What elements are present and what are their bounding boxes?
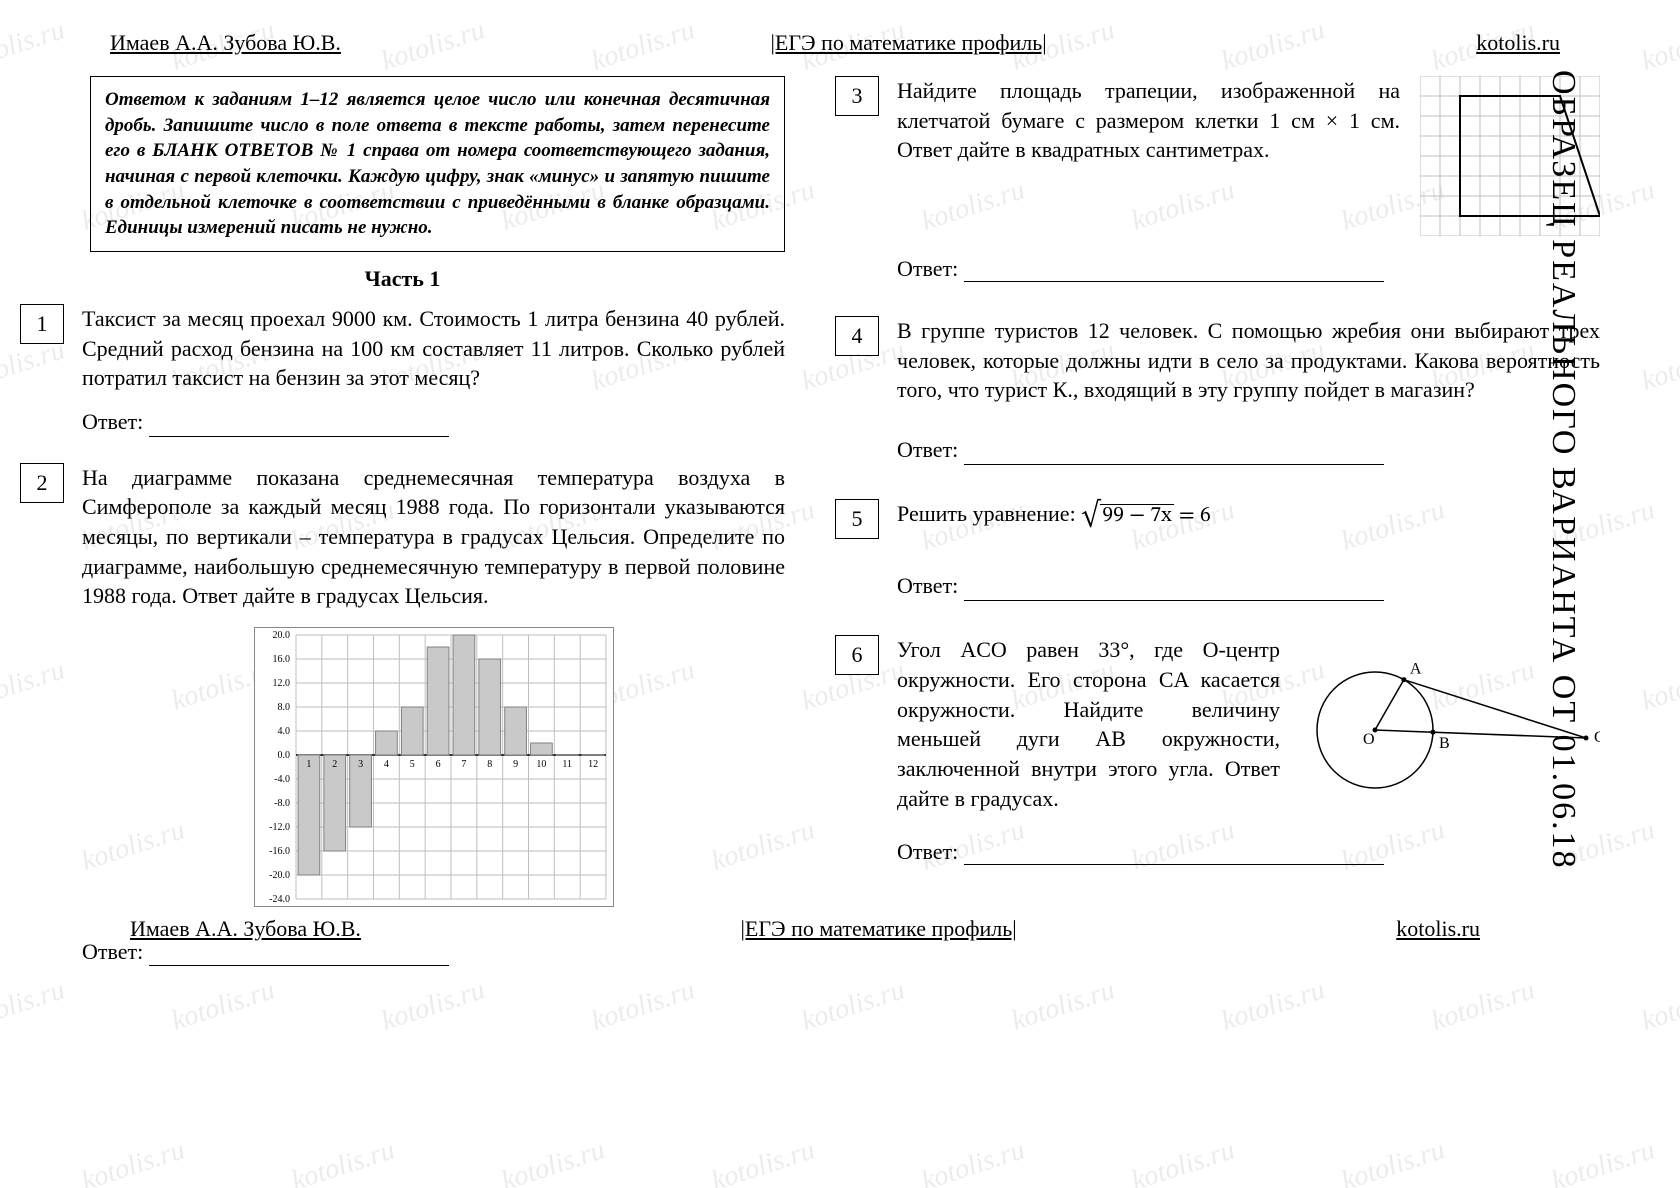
svg-text:7: 7	[461, 759, 466, 770]
svg-text:11: 11	[562, 759, 572, 770]
header-site: kotolis.ru	[1476, 30, 1560, 56]
temperature-chart: 20.0 16.0 12.0 8.0 4.0 0.0 -4.0 -8.0 -12.0 -16.0 -…	[254, 627, 614, 907]
task-number: 2	[20, 463, 64, 503]
page-footer: Имаев А.А. Зубова Ю.В. |ЕГЭ по математик…	[40, 916, 1520, 952]
footer-authors: Имаев А.А. Зубова Ю.В.	[130, 916, 361, 942]
svg-text:12: 12	[588, 759, 598, 770]
svg-text:6: 6	[435, 759, 440, 770]
part-title: Часть 1	[20, 266, 785, 292]
header-center: |ЕГЭ по математике профиль|	[771, 30, 1047, 56]
svg-text:A: A	[1410, 661, 1422, 678]
answer-row: Ответ:	[82, 407, 785, 437]
answer-row: Ответ:	[897, 839, 1600, 865]
svg-text:20.0: 20.0	[272, 630, 290, 641]
task-number: 5	[835, 499, 879, 539]
task-text-prefix: Решить уравнение:	[897, 501, 1081, 526]
svg-text:O: O	[1363, 731, 1375, 748]
answer-blank[interactable]	[964, 441, 1384, 465]
task-5: 5 Решить уравнение: √99 − 7x = 6 Ответ:	[835, 499, 1600, 601]
svg-text:B: B	[1439, 735, 1450, 752]
svg-text:0.0: 0.0	[277, 750, 290, 761]
footer-site: kotolis.ru	[1396, 916, 1480, 942]
answer-blank[interactable]	[964, 577, 1384, 601]
task-text: На диаграмме показана среднемесячная тем…	[82, 463, 785, 611]
page-header: Имаев А.А. Зубова Ю.В. |ЕГЭ по математик…	[20, 30, 1600, 66]
svg-text:10: 10	[536, 759, 546, 770]
svg-text:-4.0: -4.0	[274, 774, 290, 785]
task-number: 3	[835, 76, 879, 116]
answer-label: Ответ:	[897, 839, 958, 864]
svg-text:9: 9	[513, 759, 518, 770]
footer-center: |ЕГЭ по математике профиль|	[741, 916, 1017, 942]
svg-text:C: C	[1594, 729, 1600, 746]
answer-label: Ответ:	[82, 409, 143, 434]
right-column: 3 Найдите площадь трапеции, изображенной…	[835, 76, 1600, 992]
svg-text:-20.0: -20.0	[269, 870, 290, 881]
instructions-box: Ответом к заданиям 1–12 является целое ч…	[90, 76, 785, 252]
answer-blank[interactable]	[964, 258, 1384, 282]
svg-text:1: 1	[306, 759, 311, 770]
task-number: 6	[835, 635, 879, 675]
task-number: 4	[835, 316, 879, 356]
answer-label: Ответ:	[897, 256, 958, 281]
task-6: 6 Угол ACO равен 33°, где O-центр окружн…	[835, 635, 1600, 813]
svg-text:8: 8	[487, 759, 492, 770]
task-4: 4 В группе туристов 12 человек. С помощь…	[835, 316, 1600, 465]
task-text: Таксист за месяц проехал 9000 км. Стоимо…	[82, 304, 785, 393]
task-2: 2 На диаграмме показана среднемесячная т…	[20, 463, 785, 967]
answer-row: Ответ:	[897, 571, 1600, 601]
svg-text:4.0: 4.0	[277, 726, 290, 737]
answer-row: Ответ:	[897, 256, 1600, 282]
svg-text:-8.0: -8.0	[274, 798, 290, 809]
answer-label: Ответ:	[897, 437, 958, 462]
svg-text:-16.0: -16.0	[269, 846, 290, 857]
answer-label: Ответ:	[897, 573, 958, 598]
side-title: ОБРАЗЕЦ РЕАЛЬНОГО ВАРИАНТА ОТ 01.06.18	[1544, 70, 1582, 870]
answer-blank[interactable]	[964, 841, 1384, 865]
svg-text:2: 2	[332, 759, 337, 770]
svg-text:5: 5	[409, 759, 414, 770]
svg-text:3: 3	[358, 759, 363, 770]
answer-blank[interactable]	[149, 412, 449, 436]
left-column: Ответом к заданиям 1–12 является целое ч…	[20, 76, 785, 992]
task-1: 1 Таксист за месяц проехал 9000 км. Стои…	[20, 304, 785, 437]
task-number: 1	[20, 304, 64, 344]
task-text: В группе туристов 12 человек. С помощью …	[897, 316, 1600, 405]
task-text: Угол ACO равен 33°, где O-центр окружнос…	[897, 635, 1280, 813]
task-3: 3 Найдите площадь трапеции, изображенной…	[835, 76, 1600, 236]
svg-text:8.0: 8.0	[277, 702, 290, 713]
answer-row: Ответ:	[897, 435, 1600, 465]
svg-text:4: 4	[383, 759, 388, 770]
task-text: Найдите площадь трапеции, изображенной н…	[897, 76, 1400, 165]
svg-text:12.0: 12.0	[272, 678, 290, 689]
svg-text:-24.0: -24.0	[269, 894, 290, 905]
svg-text:-12.0: -12.0	[269, 822, 290, 833]
task-equation: √99 − 7x = 6	[1081, 505, 1211, 527]
svg-text:16.0: 16.0	[272, 654, 290, 665]
header-authors: Имаев А.А. Зубова Ю.В.	[110, 30, 341, 56]
